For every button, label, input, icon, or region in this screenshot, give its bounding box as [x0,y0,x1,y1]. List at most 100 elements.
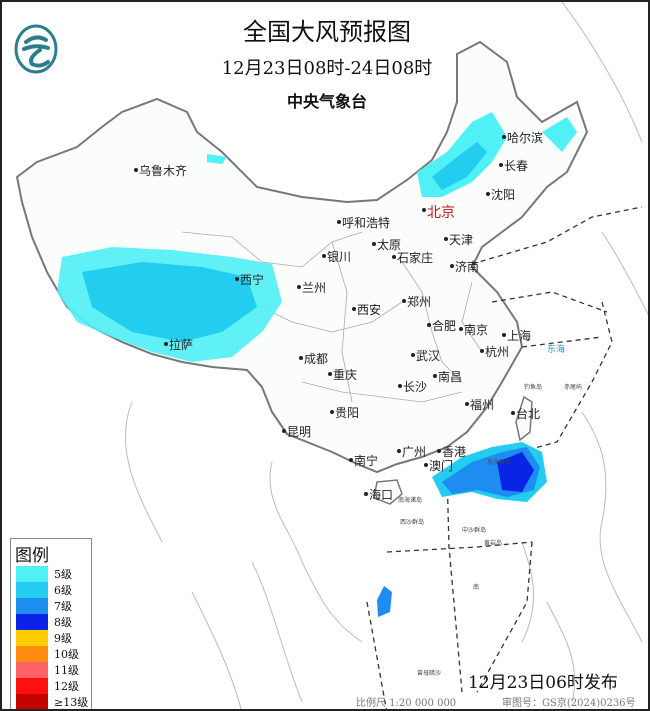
legend-swatch [16,694,48,709]
map-title: 全国大风预报图 [243,18,411,46]
agency-name: 中央气象台 [286,92,367,111]
hainan-island [373,479,403,505]
city-label: 南宁 [354,454,379,468]
city-marker [502,135,506,139]
legend-swatch [16,598,48,614]
city-label: 银川 [327,250,352,264]
city-marker [480,349,484,353]
legend-item: 7级 [11,598,91,614]
wind-area-6-north [432,142,487,190]
city-label: 广州 [402,445,427,459]
legend-swatch [16,646,48,662]
forecast-period: 12月23日08时-24日08时 [221,58,433,79]
city-label: 拉萨 [169,338,194,352]
legend-label: 6级 [54,584,72,597]
city-marker [502,333,506,337]
wind-area-6-tibet [82,262,257,342]
taiwan-island [515,395,533,442]
city-marker [299,356,303,360]
cma-logo [14,24,58,78]
coastline-east [561,2,648,643]
city-label: 长春 [504,159,529,173]
legend-title: 图例 [15,546,49,566]
sea-label: 钓鱼岛 [524,384,543,391]
city-marker [349,458,353,462]
sea-label: 西沙群岛 [400,519,425,526]
city-label: 成都 [304,352,329,366]
legend-label: 5级 [54,568,72,581]
city-label: 南昌 [438,370,463,384]
sea-label: 东沙群岛 [487,459,512,466]
coastline-islands [521,541,576,703]
city-label: 台北 [516,407,541,421]
city-marker [402,299,406,303]
city-label: 天津 [449,233,474,247]
city-marker [459,327,463,331]
legend-swatch [16,630,48,646]
city-marker [411,353,415,357]
city-label: 贵阳 [335,406,360,420]
maritime-boundaries [366,206,643,709]
city-marker [134,168,138,172]
city-label: 福州 [470,398,495,412]
coastline-southeast-asia [124,401,363,709]
legend-swatch [16,566,48,582]
city-marker [297,285,301,289]
legend-label: 10级 [54,648,79,661]
legend-label: 11级 [54,664,79,677]
city-marker [511,411,515,415]
city-label: 沈阳 [491,188,516,202]
city-marker [444,237,448,241]
city-marker [337,220,341,224]
legend-label: ≥13级 [54,696,89,709]
city-label: 西宁 [240,273,265,287]
legend-item: 9级 [11,630,91,646]
legend-label: 8级 [54,616,72,629]
city-label: 昆明 [287,425,312,439]
city-marker [398,384,402,388]
city-marker [392,255,396,259]
review-number: 审图号：GS京(2024)0236号 [502,698,636,709]
legend-swatch [16,582,48,598]
city-marker [330,410,334,414]
city-marker [437,449,441,453]
issue-time: 12月23日06时发布 [468,673,618,693]
city-label: 上海 [507,329,532,343]
city-label: 乌鲁木齐 [139,164,188,178]
city-label: 郑州 [407,295,432,309]
city-marker [486,192,490,196]
sea-label: 曾母暗沙 [417,670,442,677]
city-marker [235,277,239,281]
legend-item: 6级 [11,582,91,598]
city-marker [364,492,368,496]
city-label: 合肥 [432,319,457,333]
city-marker [282,429,286,433]
city-marker [372,242,376,246]
city-label: 澳门 [429,459,454,473]
legend-label: 7级 [54,600,72,613]
city-marker [422,208,426,212]
sea-label: 南 [473,584,480,591]
map-scale: 比例尺 1:20 000 000 [356,698,457,709]
city-label: 石家庄 [397,251,434,265]
city-label: 哈尔滨 [507,131,544,145]
city-label: 北京 [427,205,455,221]
sea-label: 中沙群岛 [462,527,487,534]
city-label: 武汉 [416,349,441,363]
city-marker [352,307,356,311]
sea-label: 赤尾屿 [564,384,583,391]
city-marker [433,374,437,378]
city-marker [322,254,326,258]
city-marker [164,342,168,346]
legend-label: 12级 [54,680,79,693]
legend-label: 9级 [54,632,72,645]
city-label: 西安 [357,303,382,317]
city-marker [328,372,332,376]
city-marker [424,463,428,467]
city-label: 香港 [442,445,467,459]
sea-label: 南海诸岛 [398,497,423,504]
city-marker [465,402,469,406]
city-label: 南京 [464,323,489,337]
